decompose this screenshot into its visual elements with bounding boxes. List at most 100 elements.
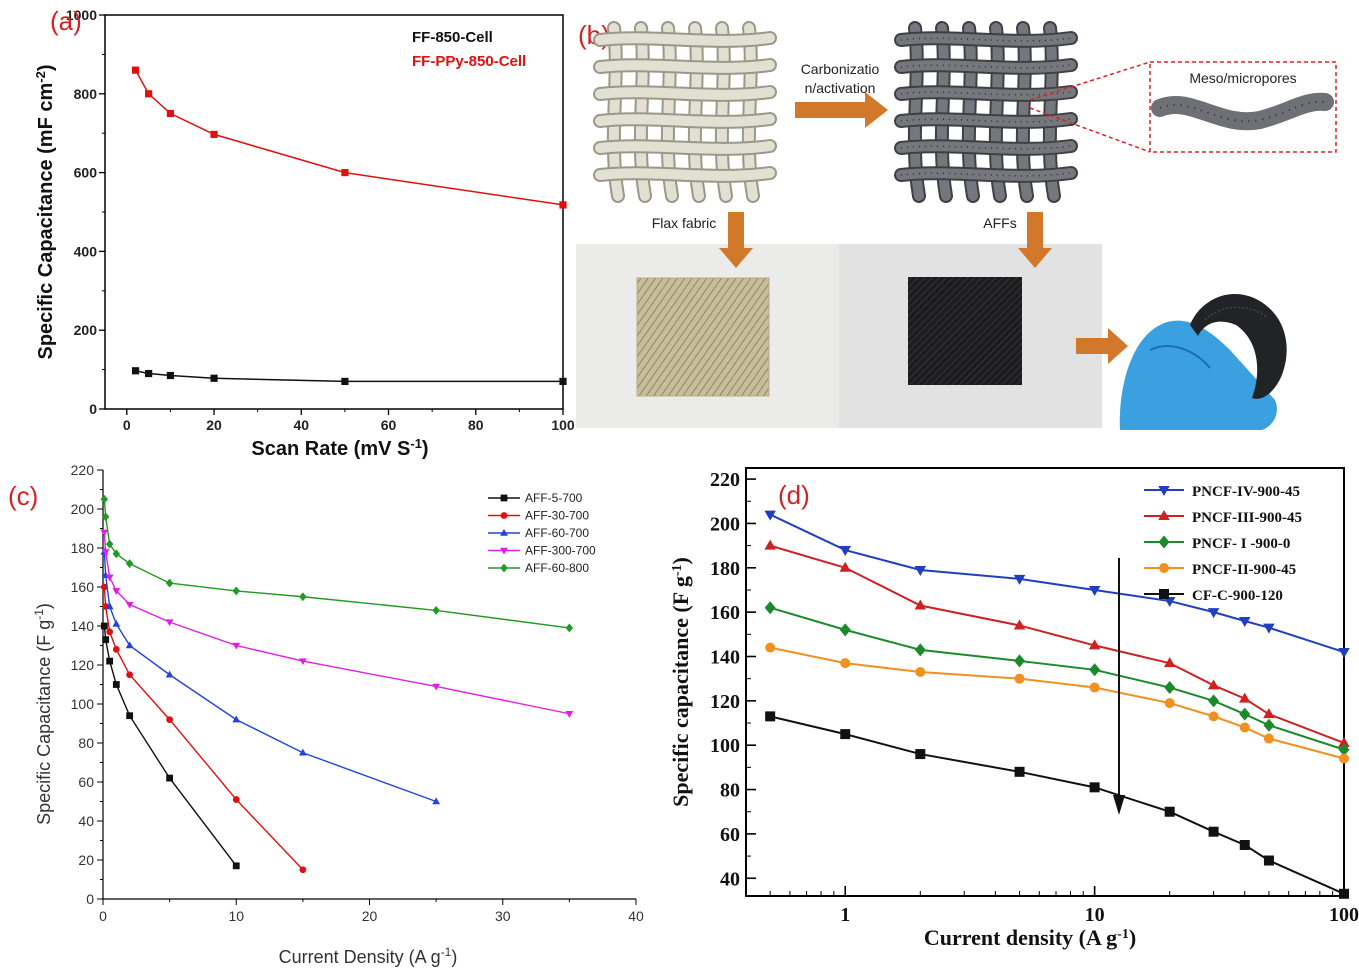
legend-label: AFF-60-700 <box>525 526 589 540</box>
data-point <box>840 623 851 636</box>
y-tick-label: 0 <box>89 401 97 417</box>
x-tick-label: 20 <box>362 908 378 924</box>
data-point <box>126 671 133 678</box>
data-point <box>566 624 573 633</box>
process-arrow <box>795 92 888 128</box>
data-point <box>126 559 133 568</box>
series-line <box>104 532 569 713</box>
data-point <box>112 620 120 627</box>
data-point <box>1090 782 1100 792</box>
trend-arrow <box>1113 558 1125 815</box>
data-point <box>1239 708 1250 721</box>
y-tick-label: 80 <box>78 735 94 751</box>
data-point <box>132 67 139 74</box>
x-tick-label: 20 <box>206 417 222 433</box>
legend-label: AFF-30-700 <box>525 509 589 523</box>
data-point <box>1209 827 1219 837</box>
y-tick-label: 220 <box>710 469 740 491</box>
x-axis-title: Scan Rate (mV S-1) <box>251 436 428 461</box>
data-point <box>113 646 120 653</box>
data-point <box>101 495 108 504</box>
data-point <box>1240 840 1250 850</box>
data-point <box>232 716 240 723</box>
panel-label: (d) <box>778 480 810 510</box>
legend-label: AFF-60-800 <box>525 561 589 575</box>
data-point <box>765 711 775 721</box>
legend-marker <box>500 564 507 573</box>
axis-ticks: 0 20 40 60 80 10002004006008001000 <box>66 7 575 433</box>
data-point <box>840 729 850 739</box>
y-tick-label: 80 <box>720 780 740 802</box>
data-point <box>102 636 109 643</box>
legend-label: FF-850-Cell <box>412 29 493 46</box>
data-point <box>915 667 925 677</box>
data-point <box>559 201 566 208</box>
data-point <box>1339 889 1349 899</box>
series-line <box>770 648 1344 759</box>
legend-marker <box>1159 589 1169 599</box>
y-tick-label: 180 <box>710 558 740 580</box>
data-point <box>1264 856 1274 866</box>
y-tick-label: 120 <box>71 657 95 673</box>
data-point <box>1339 754 1349 764</box>
panel-label: (a) <box>50 6 82 36</box>
series-line <box>104 626 236 866</box>
y-tick-label: 100 <box>710 735 740 757</box>
legend: PNCF-IV-900-45PNCF-III-900-45PNCF- I -90… <box>1144 484 1302 604</box>
y-tick-label: 220 <box>71 462 95 478</box>
legend: FF-850-Cell FF-PPy-850-Cell <box>412 29 526 70</box>
data-point <box>166 579 173 588</box>
y-tick-label: 40 <box>78 813 94 829</box>
series-line <box>104 499 569 628</box>
y-tick-label: 200 <box>74 322 98 338</box>
x-tick-label: 30 <box>495 908 511 924</box>
legend-label: CF-C-900-120 <box>1192 588 1283 604</box>
y-tick-label: 100 <box>71 696 95 712</box>
x-tick-label: 10 <box>1085 904 1105 926</box>
data-point <box>765 601 776 614</box>
x-tick-label: 40 <box>293 417 309 433</box>
y-tick-label: 40 <box>720 868 740 890</box>
affs-sample <box>908 277 1022 385</box>
data-point <box>1209 711 1219 721</box>
product-label: AFFs <box>983 215 1016 231</box>
data-point <box>166 671 174 678</box>
fabric-label: Flax fabric <box>652 215 717 231</box>
legend-label: PNCF-II-900-45 <box>1192 562 1296 578</box>
legend-label: AFF-300-700 <box>525 544 596 558</box>
data-point <box>145 90 152 97</box>
chart-panel-d: 1 10 100406080100120140160180200220 (d) Cu… <box>668 468 1359 950</box>
data-point <box>166 775 173 782</box>
y-axis-title: Specific Capacitance (mF cm-2) <box>33 64 58 359</box>
data-point <box>106 658 113 665</box>
legend-marker <box>501 495 508 502</box>
y-tick-label: 120 <box>710 691 740 713</box>
data-point <box>233 586 240 595</box>
series-line <box>136 371 563 382</box>
data-point <box>840 658 850 668</box>
activated-fabric-mesh-illustration <box>901 28 1071 196</box>
glove-hand-photo <box>1120 294 1287 430</box>
data-point <box>1264 734 1274 744</box>
y-tick-label: 160 <box>710 602 740 624</box>
data-point <box>101 623 108 630</box>
data-point <box>1263 719 1274 732</box>
data-point <box>126 641 134 648</box>
x-tick-label: 60 <box>381 417 397 433</box>
x-tick-label: 40 <box>628 908 644 924</box>
data-point <box>1090 683 1100 693</box>
y-tick-label: 140 <box>71 618 95 634</box>
x-axis-title: Current Density (A g-1) <box>279 945 458 967</box>
data-point <box>1014 654 1025 667</box>
legend: AFF-5-700AFF-30-700AFF-60-700AFF-300-700… <box>488 491 596 575</box>
series-line <box>770 608 1344 750</box>
data-point <box>299 866 306 873</box>
y-tick-label: 600 <box>74 165 98 181</box>
data-point <box>167 372 174 379</box>
series-group <box>132 67 567 385</box>
data-point <box>341 169 348 176</box>
y-tick-label: 20 <box>78 852 94 868</box>
x-tick-label: 100 <box>1329 904 1359 926</box>
